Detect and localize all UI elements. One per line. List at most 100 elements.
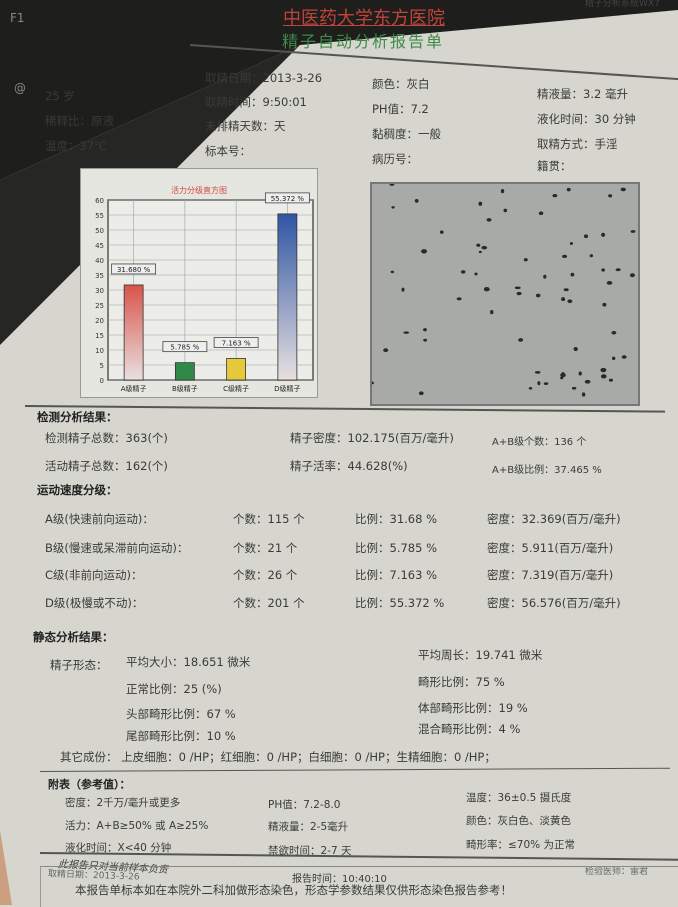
sperm-cell [535,293,541,298]
y-tick-label: 25 [95,302,104,310]
sperm-cell [571,386,577,390]
motility-value: D级(极慢或不动)： [45,596,144,610]
info-field: 稀释比：原液 [45,114,114,128]
sperm-cell [567,299,573,304]
section-heading-static: 静态分析结果： [33,630,114,644]
data-label-box [264,192,310,204]
bar [226,358,247,381]
section-heading-motility: 运动速度分级： [37,483,118,497]
reference-value: PH值：7.2-8.0 [268,799,341,811]
sperm-cell [578,371,582,376]
sperm-cell [503,208,508,213]
motility-value: 个数：201 个 [233,596,305,610]
sperm-micrograph [370,182,640,406]
sperm-cell [570,272,575,277]
y-tick-label: 15 [95,332,104,340]
sperm-cell [500,188,505,194]
footer-note: 本报告单标本如在本院外二科加做形态染色，形态学参数结果仅供形态染色报告参考！ [75,883,512,897]
reference-value: 液化时间：X<40 分钟 [65,842,172,854]
morphology-value: 平均周长：19.741 微米 [418,648,543,662]
info-field: 液化时间：30 分钟 [537,112,636,126]
sperm-cell [383,348,389,353]
bar [123,284,144,381]
sperm-cell [534,370,541,374]
sperm-cell [474,272,478,276]
y-tick-label: 10 [95,347,104,355]
sperm-cell [630,230,636,233]
info-field: 籍贯： [537,159,572,173]
sperm-cell [483,287,490,292]
sperm-cell [476,243,481,247]
report-title: 精子自动分析报告单 [282,32,445,51]
sperm-cell [478,201,483,206]
detect-value: 精子密度：102.175(百万/毫升) [290,431,454,445]
motility-value: 比例：7.163 % [355,568,438,582]
info-field: 取精方式：手淫 [537,137,618,151]
x-tick-label: B级精子 [172,384,198,393]
sperm-cell [423,328,427,332]
reference-value: 颜色：灰白色、淡黄色 [466,815,571,827]
sperm-cell [560,376,564,380]
y-tick-label: 5 [100,362,104,370]
motility-value: 比例：31.68 % [355,512,438,526]
info-field: 未排精天数：天 [205,119,286,133]
footer-box [40,866,678,907]
svg-text:@: @ [14,81,26,95]
sperm-cell [537,381,541,386]
inspecting-doctor: 检验医师：雷君 [585,867,649,877]
sperm-cell [414,199,419,203]
detect-value: 精子活率：44.628(%) [290,459,408,473]
x-tick-label: A级精子 [121,384,147,393]
sperm-cell [584,379,591,384]
sperm-cell [581,392,586,397]
sperm-cell [528,386,533,390]
sperm-cell [543,274,547,279]
sperm-cell [629,273,635,278]
motility-value: 密度：56.576(百万/毫升) [487,596,621,610]
sperm-cell [608,378,614,382]
sperm-cell [608,194,613,198]
sperm-cell [620,187,626,192]
motility-value: C级(非前向运动)： [45,568,143,582]
motility-value: 比例：5.785 % [355,541,438,555]
other-components: 其它成份： 上皮细胞：0 /HP；红细胞：0 /HP；白细胞：0 /HP；生精细… [60,750,496,764]
info-field: 病历号： [372,152,418,166]
morphology-value: 尾部畸形比例：10 % [126,729,236,743]
section-heading-reference: 附表（参考值）： [48,778,131,791]
sperm-cell [456,297,462,301]
data-label: 31.680 % [117,266,151,274]
y-tick-label: 35 [95,272,104,280]
sperm-cell [523,258,528,262]
motility-value: 密度：5.911(百万/毫升) [487,541,614,555]
detect-value: 活动精子总数：162(个) [45,459,168,473]
motility-value: 个数：21 个 [233,541,298,555]
sperm-cell [589,254,594,258]
info-field: 标本号： [205,144,251,158]
info-field: 取精日期：2013-3-26 [205,71,323,85]
sperm-cell [611,356,616,361]
sperm-cell [421,249,428,254]
sperm-cell [403,331,410,334]
chart-title: 活力分级直方图 [171,185,227,195]
motility-value: 密度：7.319(百万/毫升) [487,568,614,582]
sperm-cell [390,270,395,274]
reference-value: 密度：2千万/毫升或更多 [65,797,181,809]
info-field: 25 岁 [45,89,75,103]
morphology-value: 正常比例：25 (%) [126,682,222,696]
data-label-box [162,341,208,353]
sperm-cell [516,291,522,296]
report-time: 报告时间：10:40:10 [292,874,387,885]
sperm-cell [561,254,568,258]
x-tick-label: D级精子 [274,384,300,393]
data-label: 7.163 % [222,340,251,348]
sperm-cell [621,355,627,359]
data-label-box [213,337,259,348]
y-tick-label: 40 [95,257,104,265]
morphology-value: 畸形比例：75 % [418,675,505,689]
sperm-cell [370,381,374,385]
sperm-cell [486,218,492,222]
y-tick-label: 0 [100,377,104,385]
sperm-cell [583,234,589,239]
morphology-label: 精子形态： [50,658,108,672]
y-tick-label: 55 [95,212,104,220]
